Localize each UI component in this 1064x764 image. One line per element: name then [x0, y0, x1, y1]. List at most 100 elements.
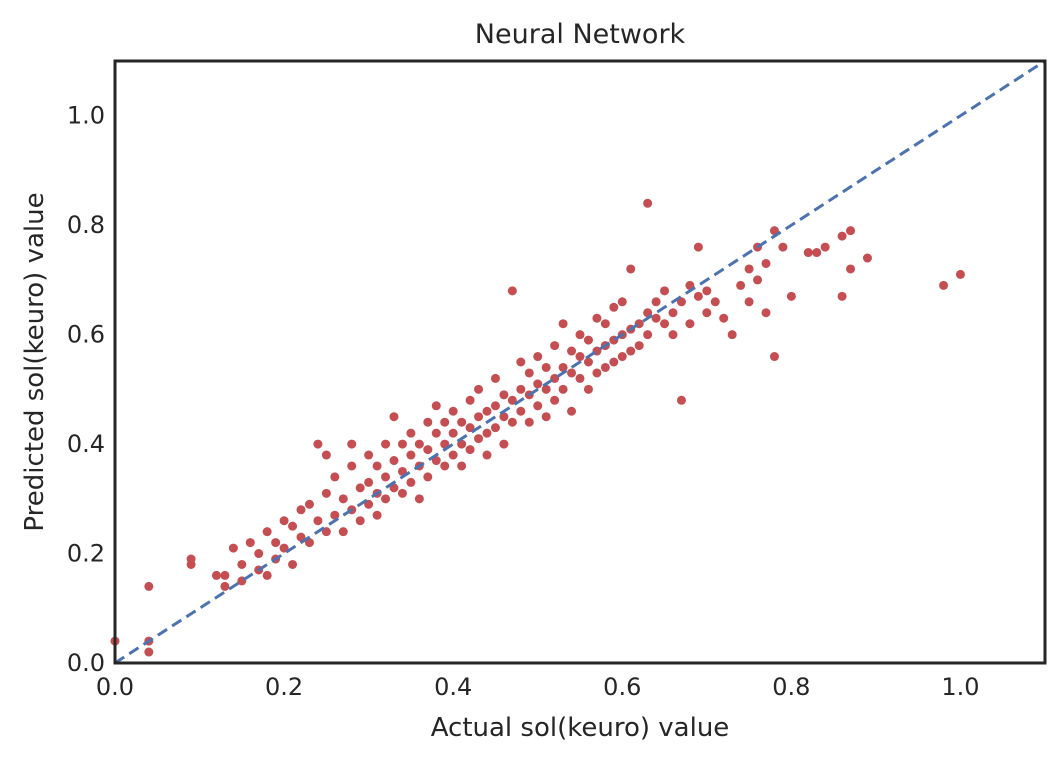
- data-point: [330, 472, 340, 482]
- data-point: [499, 390, 509, 400]
- data-point: [245, 538, 255, 548]
- data-point: [719, 313, 729, 323]
- data-point: [516, 357, 526, 367]
- data-point: [389, 412, 399, 422]
- data-point: [524, 417, 534, 427]
- data-point: [406, 450, 416, 460]
- data-point: [837, 231, 847, 241]
- data-point: [313, 439, 323, 449]
- data-point: [406, 477, 416, 487]
- data-point: [211, 570, 221, 580]
- data-point: [448, 428, 458, 438]
- data-point: [296, 505, 306, 515]
- data-point: [600, 362, 610, 372]
- data-point: [820, 242, 830, 252]
- data-point: [414, 494, 424, 504]
- data-point: [753, 275, 763, 285]
- chart-title: Neural Network: [475, 19, 686, 50]
- data-point: [144, 581, 154, 591]
- y-tick-label: 1.0: [67, 102, 105, 130]
- data-point: [660, 319, 670, 329]
- data-point: [364, 450, 374, 460]
- data-point: [414, 439, 424, 449]
- data-point: [939, 280, 949, 290]
- data-point: [144, 647, 154, 657]
- data-point: [736, 280, 746, 290]
- data-point: [583, 357, 593, 367]
- data-point: [533, 352, 543, 362]
- x-tick-label: 0.2: [265, 673, 303, 701]
- data-point: [761, 308, 771, 318]
- data-point: [600, 319, 610, 329]
- data-point: [567, 406, 577, 416]
- data-point: [304, 499, 314, 509]
- data-point: [744, 264, 754, 274]
- y-tick-label: 0.2: [67, 540, 105, 568]
- data-point: [558, 384, 568, 394]
- data-point: [490, 423, 500, 433]
- data-point: [516, 406, 526, 416]
- data-point: [482, 450, 492, 460]
- x-tick-label: 0.4: [434, 673, 472, 701]
- x-tick-label: 0.0: [96, 673, 134, 701]
- data-point: [397, 488, 407, 498]
- data-point: [575, 373, 585, 383]
- x-tick-label: 1.0: [941, 673, 979, 701]
- data-point: [465, 395, 475, 405]
- data-point: [693, 242, 703, 252]
- data-point: [423, 417, 433, 427]
- data-point: [490, 373, 500, 383]
- data-point: [321, 450, 331, 460]
- data-point: [634, 341, 644, 351]
- data-point: [381, 439, 391, 449]
- data-point: [778, 242, 788, 252]
- reference-line: [114, 59, 1046, 665]
- data-point: [862, 253, 872, 263]
- data-point: [550, 395, 560, 405]
- data-point: [533, 379, 543, 389]
- data-point: [347, 461, 357, 471]
- data-point: [381, 472, 391, 482]
- data-point: [727, 330, 737, 340]
- data-point: [279, 516, 289, 526]
- data-point: [254, 549, 264, 559]
- data-point: [423, 445, 433, 455]
- data-point: [457, 461, 467, 471]
- x-tick-label: 0.8: [772, 673, 810, 701]
- data-point: [702, 308, 712, 318]
- data-point: [626, 346, 636, 356]
- data-point: [660, 286, 670, 296]
- data-point: [347, 439, 357, 449]
- y-axis-title: Predicted sol(keuro) value: [20, 192, 50, 531]
- data-point: [321, 488, 331, 498]
- data-point: [710, 297, 720, 307]
- data-point: [676, 395, 686, 405]
- data-point: [846, 264, 856, 274]
- data-point: [381, 494, 391, 504]
- data-point: [558, 319, 568, 329]
- data-point: [220, 570, 230, 580]
- data-point: [955, 269, 965, 279]
- data-point: [685, 319, 695, 329]
- data-point: [482, 406, 492, 416]
- tick-layer: 0.0 0.2 0.4 0.6 0.8 1.0 0.0 0.2 0.4 0.6 0.8 1.0: [67, 102, 980, 701]
- data-point: [769, 352, 779, 362]
- data-point: [541, 412, 551, 422]
- data-point: [626, 264, 636, 274]
- data-point: [389, 456, 399, 466]
- data-point: [364, 477, 374, 487]
- x-tick-label: 0.6: [603, 673, 641, 701]
- data-point: [355, 516, 365, 526]
- data-point: [397, 439, 407, 449]
- data-point: [541, 384, 551, 394]
- data-point: [262, 570, 272, 580]
- data-point: [448, 406, 458, 416]
- data-point: [499, 439, 509, 449]
- data-point: [651, 313, 661, 323]
- data-point: [837, 291, 847, 301]
- data-point: [761, 258, 771, 268]
- data-point: [744, 297, 754, 307]
- data-point: [482, 428, 492, 438]
- data-point: [507, 417, 517, 427]
- data-point: [440, 417, 450, 427]
